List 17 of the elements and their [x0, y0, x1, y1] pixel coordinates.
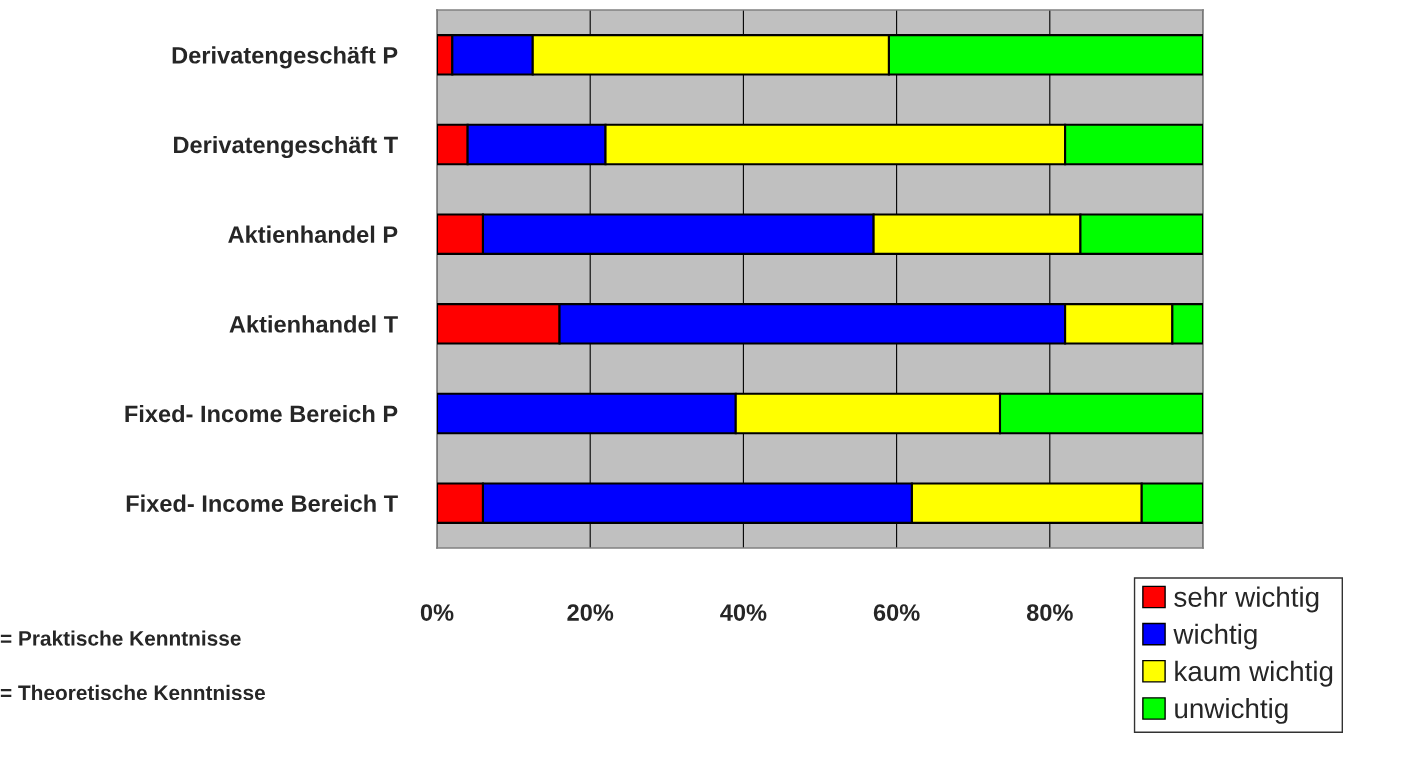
text: = Praktische Kenntnisse — [0, 630, 241, 646]
x-tick-label: 80% — [1026, 604, 1073, 621]
y-tick-label: Fixed- Income Bereich T — [126, 494, 398, 512]
legend-label: wichtig — [1173, 623, 1257, 650]
legend-label: sehr wichtig — [1174, 586, 1319, 613]
y-tick-label: Aktienhandel T — [229, 315, 398, 333]
y-tick-label: Derivatengeschäft T — [174, 135, 398, 159]
legend-label: unwichtig — [1175, 697, 1288, 724]
y-tick-label: Derivatengeschäft P — [172, 46, 398, 69]
x-tick-label: 20% — [567, 604, 614, 621]
x-tick-label: 0% — [420, 604, 454, 621]
x-tick-label: 40% — [720, 604, 767, 621]
x-tick-label: 60% — [873, 604, 920, 621]
y-tick-label: Aktienhandel P — [228, 225, 398, 243]
legend-label: kaum wichtig — [1175, 660, 1333, 687]
y-tick-label: Fixed- Income Bereich P — [125, 404, 398, 423]
text: = Theoretische Kenntnisse — [0, 684, 265, 701]
